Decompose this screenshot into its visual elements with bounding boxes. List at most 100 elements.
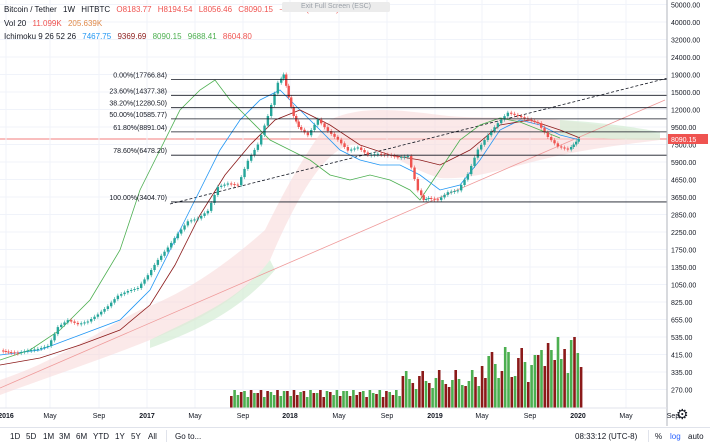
auto-scale-toggle[interactable]: auto xyxy=(688,432,704,441)
candle-body xyxy=(120,294,123,296)
volume-bar xyxy=(556,337,560,408)
candle-body xyxy=(66,320,70,323)
volume-bar xyxy=(256,393,259,408)
candle-body xyxy=(496,123,500,128)
volume-bar xyxy=(444,384,448,408)
volume-bar xyxy=(401,376,405,408)
timeframe-1d[interactable]: 1D xyxy=(10,432,21,441)
price-tick-label: 825.00 xyxy=(671,300,693,307)
candle-body xyxy=(396,156,400,158)
candle-body xyxy=(553,140,556,144)
candle-body xyxy=(520,116,523,118)
volume-bar xyxy=(342,391,345,408)
price-tick-label: 12000.00 xyxy=(671,108,700,115)
time-tick-label: Sep xyxy=(93,413,106,420)
time-tick-label: May xyxy=(619,413,633,420)
candle-body xyxy=(460,185,463,191)
candle-body xyxy=(433,198,436,200)
candle-body xyxy=(223,184,226,186)
dashed-trend-line[interactable] xyxy=(169,77,669,205)
candle-body xyxy=(287,85,290,98)
candle-body xyxy=(523,117,526,119)
price-tick-label: 24000.00 xyxy=(671,55,700,62)
candle-body xyxy=(470,165,473,175)
volume-bar xyxy=(523,362,527,408)
candle-body xyxy=(373,154,376,156)
timeframe-ytd[interactable]: YTD xyxy=(93,432,109,441)
volume-bar xyxy=(253,393,256,408)
candle-body xyxy=(563,147,566,149)
volume-bar xyxy=(272,395,276,408)
price-tick-label: 535.00 xyxy=(671,335,693,342)
price-tick-label: 4650.00 xyxy=(671,178,696,185)
candle-body xyxy=(126,291,130,293)
ichimoku-label: Ichimoku 9 26 52 26 xyxy=(4,32,77,41)
candle-body xyxy=(200,215,203,219)
clock-display[interactable]: 08:33:12 (UTC-8) xyxy=(575,432,638,441)
volume-bar xyxy=(319,390,322,408)
candle-body xyxy=(203,213,206,216)
volume-bar xyxy=(296,395,299,408)
candle-body xyxy=(410,156,413,168)
candle-body xyxy=(310,130,313,136)
ichimoku-lead1: 9688.41 xyxy=(187,32,217,41)
percent-scale-toggle[interactable]: % xyxy=(655,432,663,441)
volume-bar xyxy=(494,364,497,408)
time-tick-label: 2020 xyxy=(570,413,586,420)
timeframe-6m[interactable]: 6M xyxy=(76,432,88,441)
candle-body xyxy=(133,289,136,291)
candle-body xyxy=(4,350,8,352)
exit-fullscreen-button[interactable]: Exit Full Screen (ESC) xyxy=(282,2,390,12)
timeframe-1m[interactable]: 1M xyxy=(43,432,55,441)
goto-button[interactable]: Go to... xyxy=(175,432,202,441)
candle-body xyxy=(160,255,163,260)
symbol-name[interactable]: Bitcoin / Tether xyxy=(4,5,57,14)
price-tick-label: 2850.00 xyxy=(671,213,696,220)
timeframe-1y[interactable]: 1Y xyxy=(115,432,125,441)
volume-bar xyxy=(338,396,342,408)
volume-bar xyxy=(573,337,576,408)
time-tick-label: Sep xyxy=(667,413,680,420)
timeframe-5y[interactable]: 5Y xyxy=(131,432,141,441)
volume-bar xyxy=(457,379,461,408)
volume-bar xyxy=(527,382,530,408)
fib-level-label: 61.80%(8891.04) xyxy=(113,125,167,132)
volume-legend[interactable]: Vol 20 11.099K 205.639K xyxy=(4,18,106,29)
volume-bar xyxy=(418,376,421,408)
candle-body xyxy=(146,275,150,280)
candle-body xyxy=(450,191,453,193)
timeframe-3m[interactable]: 3M xyxy=(59,432,71,441)
log-scale-toggle[interactable]: log xyxy=(670,432,681,441)
volume-bar xyxy=(560,359,563,408)
volume-bar xyxy=(378,390,382,408)
candle-body xyxy=(506,112,510,117)
candle-body xyxy=(543,127,546,133)
candle-body xyxy=(116,295,120,300)
price-tick-label: 335.00 xyxy=(671,370,693,377)
candle-body xyxy=(73,321,76,323)
price-axis[interactable] xyxy=(667,0,710,427)
volume-bar xyxy=(510,377,514,408)
volume-bar xyxy=(454,370,457,408)
volume-bar xyxy=(282,391,286,408)
candle-body xyxy=(320,119,323,124)
candle-body xyxy=(292,106,295,117)
candle-body xyxy=(216,186,220,195)
volume-bar xyxy=(381,397,385,408)
candle-body xyxy=(516,114,520,117)
candle-body xyxy=(263,125,266,136)
volume-bar xyxy=(236,395,240,408)
volume-bar xyxy=(563,349,566,408)
volume-bar xyxy=(470,370,474,408)
price-tick-label: 1350.00 xyxy=(671,265,696,272)
candle-body xyxy=(196,218,200,220)
ichimoku-legend[interactable]: Ichimoku 9 26 52 26 7467.75 9369.69 8090… xyxy=(4,31,256,42)
settings-gear-icon[interactable]: ⚙ xyxy=(676,406,689,422)
pink-trend-line[interactable] xyxy=(0,99,666,389)
candle-body xyxy=(210,202,213,211)
volume-bar xyxy=(428,383,431,408)
timeframe-5d[interactable]: 5D xyxy=(26,432,37,441)
timeframe-all[interactable]: All xyxy=(148,432,157,441)
interval-label[interactable]: 1W xyxy=(63,5,76,14)
